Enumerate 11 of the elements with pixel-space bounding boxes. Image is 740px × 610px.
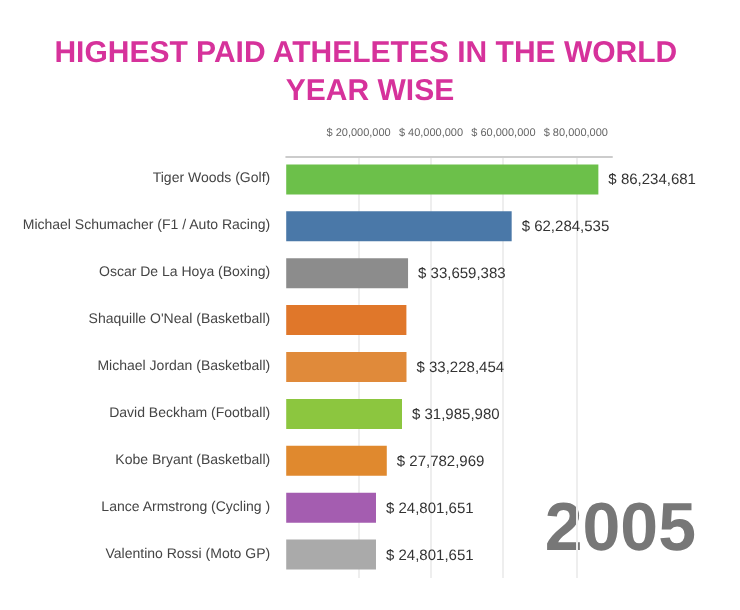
bar <box>286 352 407 382</box>
bar <box>286 492 376 523</box>
bar <box>286 164 599 195</box>
bar <box>286 211 512 242</box>
bar <box>286 398 402 429</box>
bar <box>286 305 407 336</box>
annotation: 2005 <box>544 490 697 566</box>
bar <box>286 258 409 289</box>
bar <box>286 539 376 570</box>
bar <box>286 445 387 476</box>
chart-title: HIGHEST PAID ATHELETES IN THE WORLD YEAR WISE <box>54 36 686 108</box>
